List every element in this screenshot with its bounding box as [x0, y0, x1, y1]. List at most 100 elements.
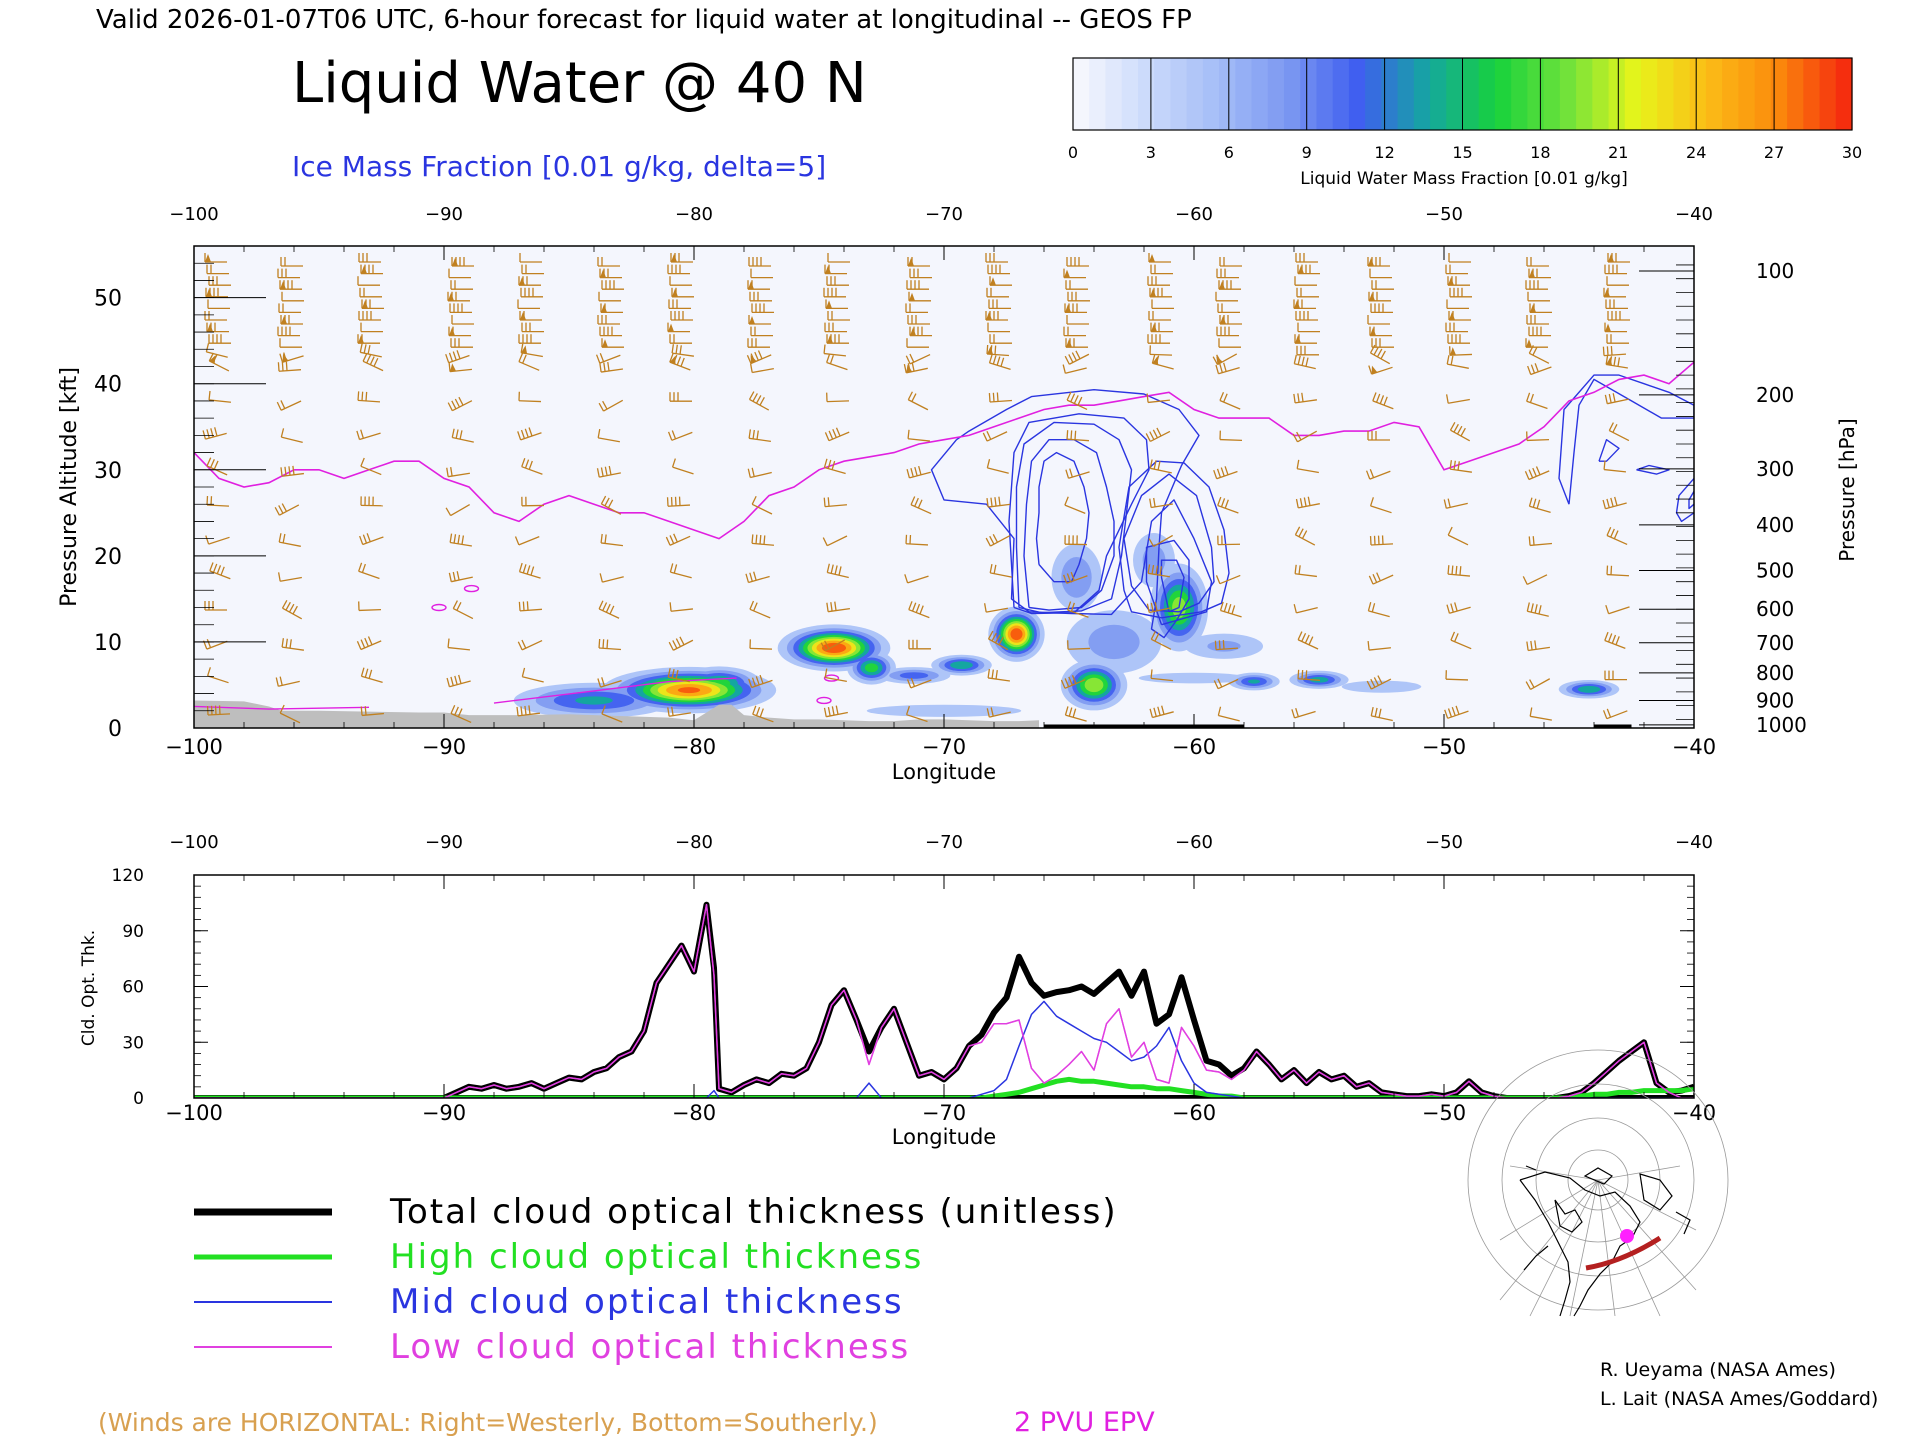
x-tick-label: −40: [1672, 735, 1716, 759]
wind-barb-flag: [1611, 346, 1612, 355]
colorbar-cell: [1641, 58, 1658, 130]
wind-barb-flag: [607, 640, 608, 649]
legend-label: Mid cloud optical thickness: [390, 1282, 904, 1322]
colorbar-cell: [1625, 58, 1642, 130]
wind-barb-shaft: [1068, 648, 1090, 649]
wind-barb-shaft: [1220, 440, 1242, 441]
wind-barb-flag: [1075, 431, 1076, 440]
y-tick-label: 60: [122, 978, 144, 998]
colorbar-cell: [1738, 58, 1755, 130]
colorbar-tick-label: 30: [1842, 143, 1862, 162]
pressure-ylabel: Pressure [hPa]: [1835, 418, 1859, 561]
wind-barb-shaft: [750, 648, 772, 649]
colorbar-cell: [1073, 58, 1090, 130]
colorbar-cell: [1430, 58, 1447, 130]
top-x-tick-label: −60: [1175, 204, 1213, 225]
wind-barb-flag: [358, 391, 359, 400]
wind-barb-flag: [1603, 347, 1604, 356]
ice-mass-label: Ice Mass Fraction [0.01 g/kg, delta=5]: [292, 150, 826, 183]
pressure-tick-label: 300: [1756, 457, 1794, 481]
colorbar-cell: [1316, 58, 1333, 130]
pressure-tick-label: 1000: [1756, 713, 1807, 737]
colorbar-cell: [1527, 58, 1544, 130]
y-tick-label: 30: [94, 459, 122, 484]
pressure-tick-label: 800: [1756, 661, 1794, 685]
top-x-tick-label: −60: [1175, 832, 1213, 853]
liquid-water-panel: −100−100−90−90−80−80−70−70−60−60−50−50−4…: [94, 204, 1807, 759]
wind-barb-flag: [987, 345, 988, 354]
wind-barb-flag: [366, 392, 367, 401]
y-tick-label: 90: [122, 922, 144, 942]
top-ylabel: Pressure Altitude [kft]: [57, 367, 82, 607]
colorbar-cell: [1511, 58, 1528, 130]
wind-barb-flag: [527, 601, 528, 610]
liquid-water-cell: [575, 696, 613, 704]
colorbar-cell: [1398, 58, 1415, 130]
colorbar-tick-label: 27: [1764, 143, 1784, 162]
colorbar-tick-label: 12: [1374, 143, 1394, 162]
top-x-tick-label: −90: [425, 832, 463, 853]
liquid-water-cell: [950, 661, 973, 669]
colorbar-cell: [1787, 58, 1804, 130]
x-tick-label: −60: [1172, 1101, 1216, 1125]
pressure-tick-label: 400: [1756, 513, 1794, 537]
colorbar-cell: [1673, 58, 1690, 130]
top-x-tick-label: −50: [1425, 204, 1463, 225]
wind-barb-flag: [1529, 536, 1530, 545]
x-tick-label: −80: [672, 1101, 716, 1125]
liquid-water-cell: [1088, 625, 1139, 659]
wind-barb-flag: [752, 534, 753, 543]
colorbar-cell: [1592, 58, 1609, 130]
inset-location-dot: [1620, 1229, 1634, 1243]
pressure-tick-label: 600: [1756, 597, 1794, 621]
top-x-tick-label: −80: [675, 204, 713, 225]
wind-barb-shaft: [1446, 679, 1468, 680]
legend: Total cloud optical thickness (unitless)…: [194, 1192, 1118, 1367]
colorbar-cell: [1820, 58, 1837, 130]
y-tick-label: 0: [133, 1089, 144, 1109]
y-tick-label: 10: [94, 631, 122, 656]
colorbar-cell: [1836, 58, 1853, 130]
bottom-xlabel: Longitude: [892, 1125, 996, 1149]
wind-barb-flag: [1456, 566, 1457, 575]
credit-lait: L. Lait (NASA Ames/Goddard): [1600, 1388, 1878, 1410]
wind-barb-flag: [599, 639, 600, 648]
bottom-ylabel: Cld. Opt. Thk.: [79, 930, 99, 1046]
wind-barb-flag: [995, 346, 996, 355]
credit-ueyama: R. Ueyama (NASA Ames): [1600, 1359, 1836, 1381]
colorbar-cell: [1771, 58, 1788, 130]
colorbar-cell: [1576, 58, 1593, 130]
wind-barb-flag: [1223, 640, 1224, 649]
wind-barb-flag: [365, 706, 366, 715]
x-tick-label: −100: [165, 1101, 223, 1125]
colorbar-cell: [1284, 58, 1301, 130]
colorbar-cell: [1105, 58, 1122, 130]
winds-note: (Winds are HORIZONTAL: Right=Westerly, B…: [98, 1408, 878, 1437]
y-tick-label: 50: [94, 287, 122, 312]
colorbar-cell: [1495, 58, 1512, 130]
colorbar-cell: [1154, 58, 1171, 130]
wind-barb-flag: [989, 393, 990, 402]
wind-barb-flag: [278, 362, 279, 371]
pressure-tick-label: 100: [1756, 259, 1794, 283]
colorbar-cell: [1300, 58, 1317, 130]
colorbar-cell: [1138, 58, 1155, 130]
wind-barb-shaft: [827, 401, 849, 402]
optical-thickness-panel: −100−100−90−90−80−80−70−70−60−60−50−50−4…: [112, 832, 1717, 1125]
x-tick-label: −80: [672, 735, 716, 759]
liquid-water-cell: [822, 643, 846, 653]
top-x-tick-label: −100: [169, 832, 218, 853]
colorbar-cell: [1544, 58, 1561, 130]
colorbar-cell: [1203, 58, 1220, 130]
colorbar-cell: [1235, 58, 1252, 130]
wind-barb-flag: [756, 535, 757, 544]
top-xlabel: Longitude: [892, 760, 996, 784]
colorbar-cell: [1089, 58, 1106, 130]
colorbar-cell: [1219, 58, 1236, 130]
x-tick-label: −90: [422, 1101, 466, 1125]
colorbar-tick-label: 3: [1146, 143, 1156, 162]
wind-barb-flag: [1071, 430, 1072, 439]
y-tick-label: 120: [112, 866, 144, 886]
y-tick-label: 0: [108, 717, 122, 742]
colorbar-tick-label: 21: [1608, 143, 1628, 162]
